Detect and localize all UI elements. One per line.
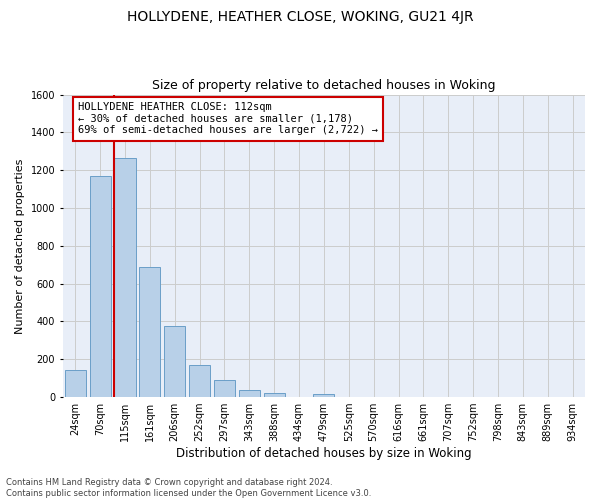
Bar xyxy=(164,326,185,397)
Bar xyxy=(89,176,110,397)
Title: Size of property relative to detached houses in Woking: Size of property relative to detached ho… xyxy=(152,79,496,92)
Bar xyxy=(189,365,210,397)
X-axis label: Distribution of detached houses by size in Woking: Distribution of detached houses by size … xyxy=(176,447,472,460)
Bar xyxy=(139,266,160,397)
Bar xyxy=(313,394,334,397)
Bar xyxy=(65,370,86,397)
Bar xyxy=(239,390,260,397)
Y-axis label: Number of detached properties: Number of detached properties xyxy=(15,158,25,334)
Text: HOLLYDENE, HEATHER CLOSE, WOKING, GU21 4JR: HOLLYDENE, HEATHER CLOSE, WOKING, GU21 4… xyxy=(127,10,473,24)
Bar xyxy=(263,393,285,397)
Bar xyxy=(214,380,235,397)
Text: HOLLYDENE HEATHER CLOSE: 112sqm
← 30% of detached houses are smaller (1,178)
69%: HOLLYDENE HEATHER CLOSE: 112sqm ← 30% of… xyxy=(78,102,378,136)
Bar xyxy=(115,158,136,397)
Text: Contains HM Land Registry data © Crown copyright and database right 2024.
Contai: Contains HM Land Registry data © Crown c… xyxy=(6,478,371,498)
